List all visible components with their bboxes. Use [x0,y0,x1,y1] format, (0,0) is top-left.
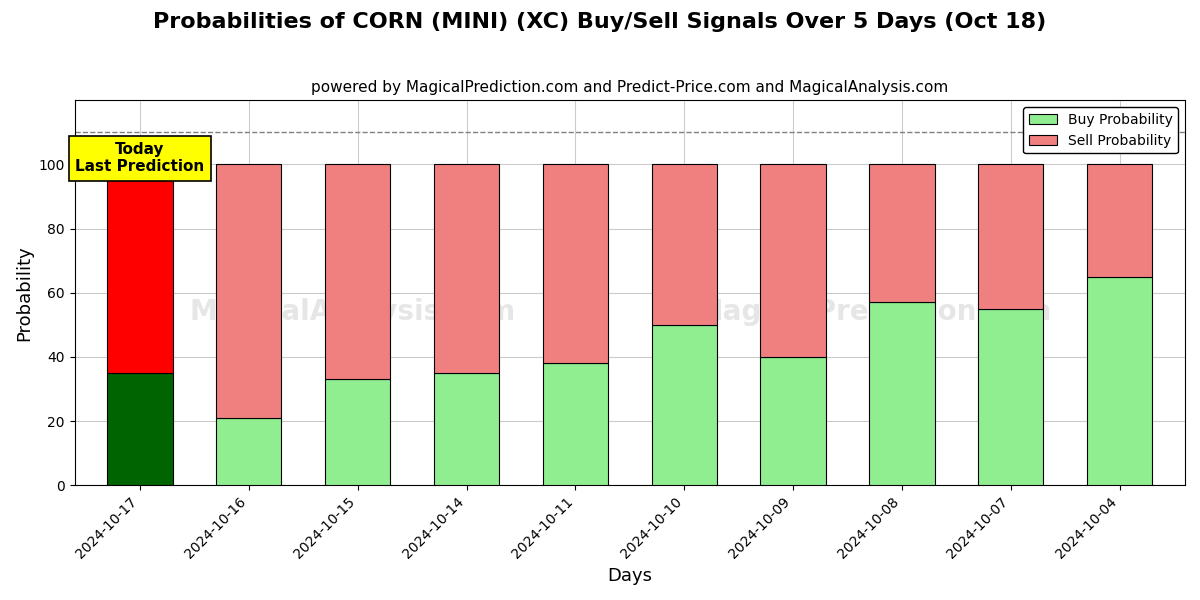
Bar [216,418,282,485]
Text: MagicalPrediction.com: MagicalPrediction.com [696,298,1052,326]
Bar [1087,277,1152,485]
Bar [869,164,935,302]
Bar [325,379,390,485]
Bar [542,164,608,364]
Text: Probabilities of CORN (MINI) (XC) Buy/Sell Signals Over 5 Days (Oct 18): Probabilities of CORN (MINI) (XC) Buy/Se… [154,12,1046,32]
Bar [869,302,935,485]
Bar [216,164,282,418]
Text: Today
Last Prediction: Today Last Prediction [76,142,204,175]
Bar [1087,164,1152,277]
Bar [652,164,716,325]
Legend: Buy Probability, Sell Probability: Buy Probability, Sell Probability [1024,107,1178,154]
Bar [107,373,173,485]
Bar [542,364,608,485]
Bar [107,164,173,373]
Bar [978,164,1044,309]
Bar [325,164,390,379]
Bar [434,164,499,373]
Bar [652,325,716,485]
Text: MagicalAnalysis.com: MagicalAnalysis.com [190,298,515,326]
Bar [434,373,499,485]
Title: powered by MagicalPrediction.com and Predict-Price.com and MagicalAnalysis.com: powered by MagicalPrediction.com and Pre… [311,80,948,95]
Bar [761,357,826,485]
X-axis label: Days: Days [607,567,653,585]
Y-axis label: Probability: Probability [16,245,34,341]
Bar [978,309,1044,485]
Bar [761,164,826,357]
